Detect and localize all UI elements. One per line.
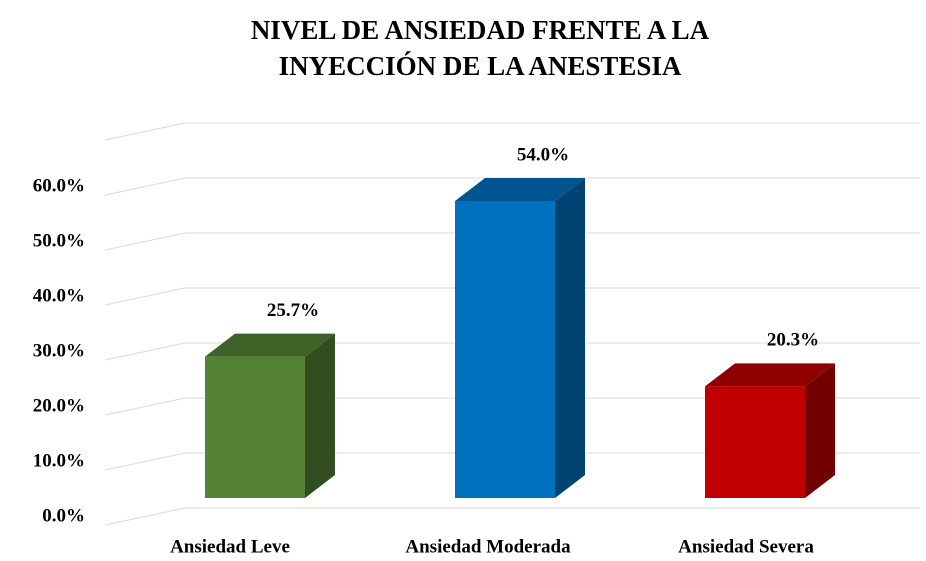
y-tick-label: 50.0% <box>33 230 85 251</box>
value-label: 25.7% <box>267 300 319 321</box>
bar-front <box>455 201 555 498</box>
bar-front <box>205 356 305 498</box>
y-tick-label: 20.0% <box>33 395 85 416</box>
bar-top <box>455 178 585 201</box>
bar-side <box>305 333 335 498</box>
bar-front <box>705 386 805 498</box>
y-tick-label: 0.0% <box>42 505 85 526</box>
bar-side <box>805 363 835 498</box>
y-tick-label: 40.0% <box>33 285 85 306</box>
y-tick-label: 10.0% <box>33 450 85 471</box>
value-label: 20.3% <box>767 330 819 351</box>
y-tick-label: 30.0% <box>33 340 85 361</box>
x-tick-label: Ansiedad Severa <box>678 536 814 557</box>
bar <box>455 178 585 498</box>
x-tick-label: Ansiedad Moderada <box>405 536 571 557</box>
bar <box>205 333 335 498</box>
bar-side <box>555 178 585 498</box>
grid-line <box>104 397 920 416</box>
bar <box>705 363 835 498</box>
grid-line <box>104 177 920 196</box>
grid-line <box>104 287 920 306</box>
grid-line <box>104 507 920 526</box>
bar-top <box>205 333 335 357</box>
grid-line <box>104 342 920 361</box>
chart-title: NIVEL DE ANSIEDAD FRENTE A LA INYECCIÓN … <box>250 15 710 81</box>
grid-line <box>104 122 920 141</box>
y-tick-label: 60.0% <box>33 175 85 196</box>
grid-line <box>104 452 920 471</box>
value-label: 54.0% <box>517 144 569 165</box>
x-tick-label: Ansiedad Leve <box>170 536 290 557</box>
bar-top <box>705 363 835 387</box>
grid-line <box>104 232 920 251</box>
